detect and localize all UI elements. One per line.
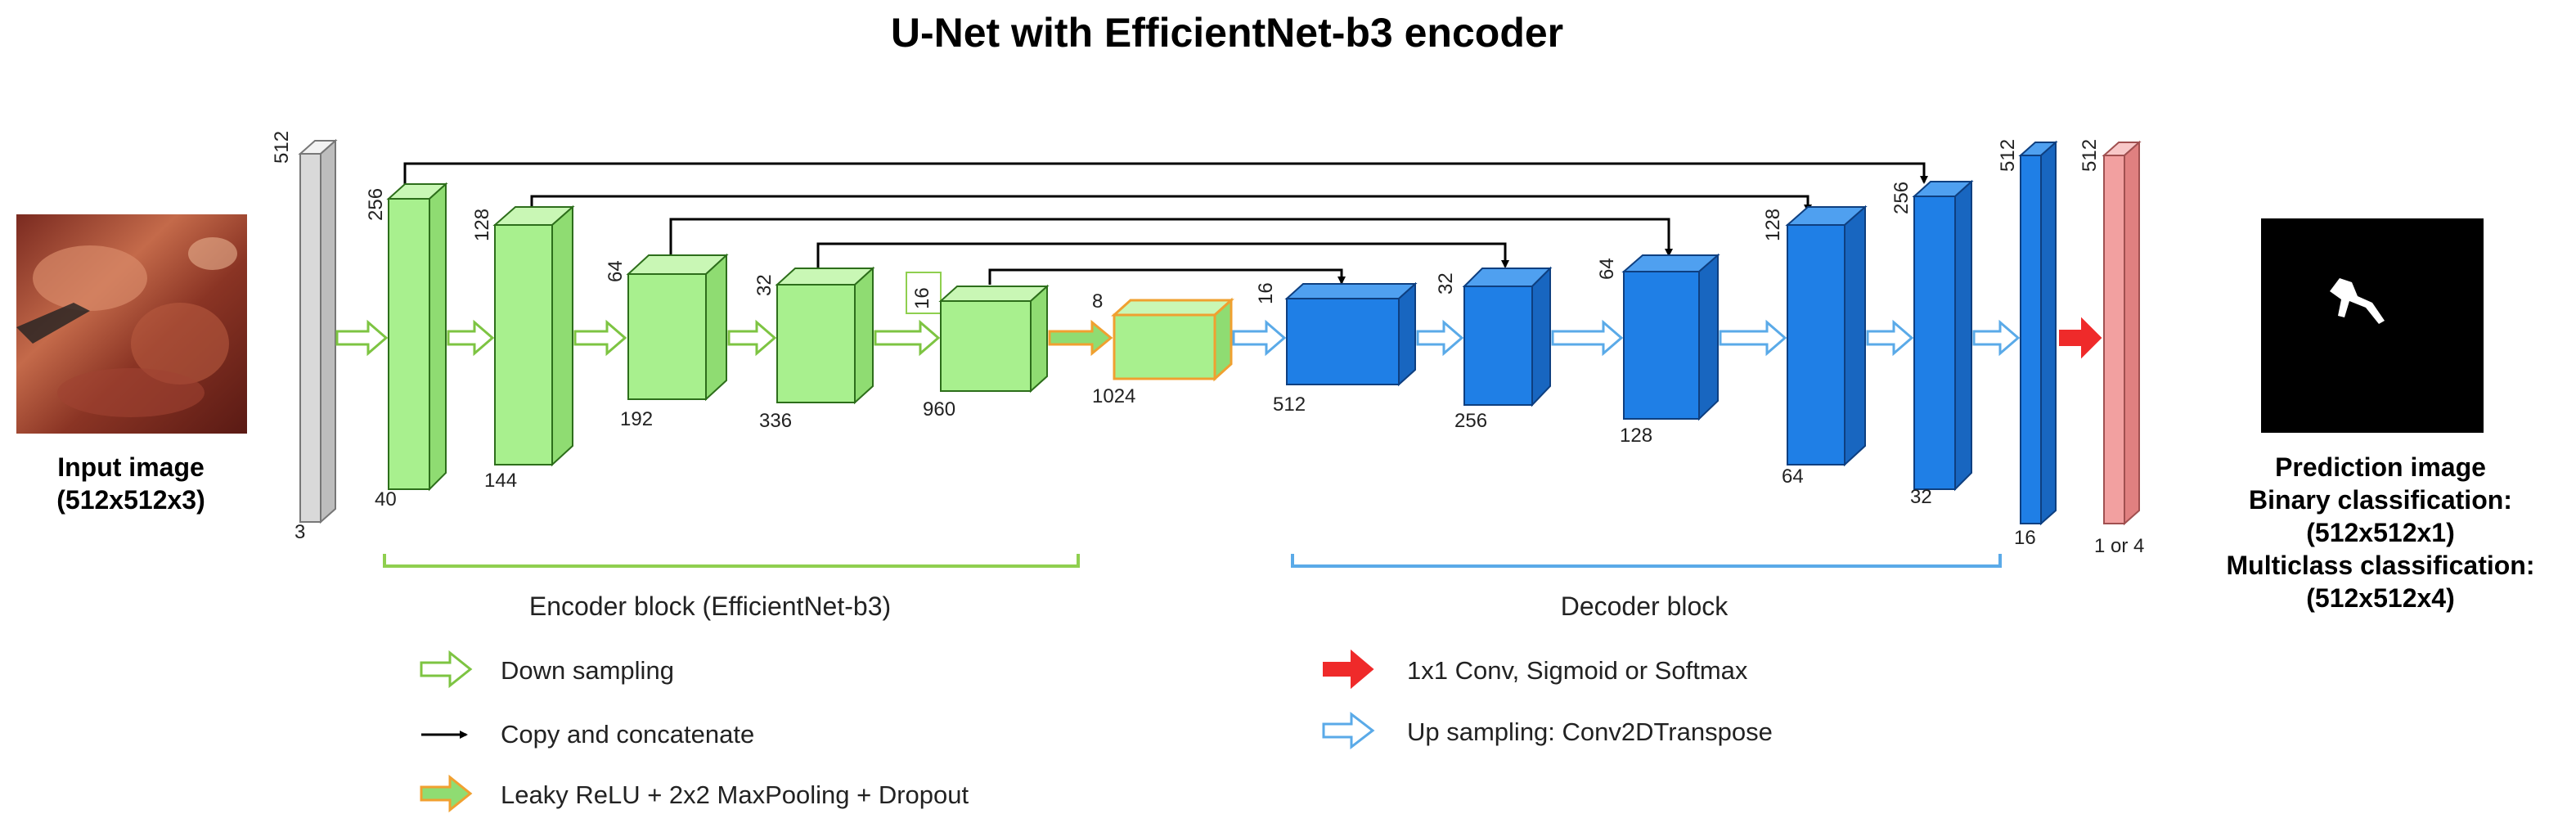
skip-connection-1: [403, 162, 1928, 184]
decoder-1-channels-label: 512: [1273, 394, 1306, 416]
decoder-section-label: Decoder block: [1561, 591, 1729, 621]
encoder-3-channels-label: 192: [620, 408, 653, 430]
legend-conv-icon: [1323, 649, 1374, 690]
decoder-block-3: [1621, 253, 1720, 421]
legend-down-sampling: Down sampling: [501, 656, 674, 685]
input-image: [16, 214, 247, 434]
skip-connection-2: [530, 195, 1812, 213]
legend-leaky-icon: [420, 774, 473, 813]
down-arrow-2: [447, 319, 495, 357]
output-channels-label: 1 or 4: [2094, 535, 2144, 557]
decoder-block-4: [1785, 205, 1868, 467]
encoder-block-1: [386, 182, 448, 492]
prediction-binary-size: (512x512x1): [2306, 518, 2454, 547]
encoder-5-height-label: 16: [911, 287, 933, 309]
prediction-label: Prediction image: [2275, 452, 2486, 482]
legend: Down sampling Copy and concatenate Leaky…: [420, 649, 1773, 813]
down-arrow-3: [573, 319, 627, 357]
decoder-4-height-label: 128: [1762, 209, 1784, 241]
decoder-5-channels-label: 32: [1910, 486, 1932, 508]
encoder-block-5: [906, 272, 1050, 394]
skip-connection-5: [988, 268, 1346, 285]
encoder-1-channels-label: 40: [375, 488, 397, 510]
legend-down-icon: [420, 650, 473, 689]
encoder-4-height-label: 32: [753, 274, 775, 296]
legend-up-icon: [1322, 711, 1375, 750]
down-sampling-arrows: [335, 319, 941, 357]
skip-connections: [403, 162, 1928, 285]
skip-connection-3: [669, 218, 1673, 258]
decoder-2-height-label: 32: [1435, 272, 1457, 295]
decoder-6-channels-label: 16: [2014, 527, 2036, 549]
encoder-2-channels-label: 144: [484, 470, 517, 492]
leaky-relu-arrow: [1048, 319, 1113, 357]
down-arrow-5: [874, 319, 941, 357]
up-arrow-2: [1416, 319, 1464, 357]
decoder-3-height-label: 64: [1596, 258, 1618, 280]
encoder-5-channels-label: 960: [923, 398, 955, 420]
up-arrow-4: [1719, 319, 1787, 357]
decoder-block-1: [1284, 281, 1418, 387]
output-block: [2102, 140, 2142, 526]
encoder-4-channels-label: 336: [759, 410, 792, 432]
up-arrow-3: [1551, 319, 1624, 357]
encoder-2-height-label: 128: [471, 209, 493, 241]
input-image-label: Input image: [57, 452, 205, 482]
up-arrow-1: [1232, 319, 1287, 357]
decoder-6-height-label: 512: [1997, 139, 2019, 172]
up-arrow-5: [1866, 319, 1914, 357]
prediction-multiclass-size: (512x512x4): [2306, 583, 2454, 613]
decoder-block-5: [1912, 179, 1974, 492]
bottleneck-channels-label: 1024: [1092, 385, 1135, 407]
prediction-image: [2261, 218, 2484, 433]
encoder-block-3: [626, 253, 729, 402]
encoder-3-height-label: 64: [605, 260, 627, 282]
up-arrow-6: [1972, 319, 2021, 357]
up-sampling-arrows: [1232, 319, 2021, 357]
encoder-1-height-label: 256: [365, 188, 387, 221]
input-image-size: (512x512x3): [56, 485, 205, 515]
legend-up-sampling: Up sampling: Conv2DTranspose: [1407, 717, 1773, 746]
encoder-section-label: Encoder block (EfficientNet-b3): [529, 591, 891, 621]
decoder-bracket: [1291, 554, 2002, 568]
legend-conv: 1x1 Conv, Sigmoid or Softmax: [1407, 656, 1748, 685]
skip-connection-4: [816, 242, 1509, 270]
prediction-binary-label: Binary classification:: [2249, 485, 2512, 515]
input-block: [298, 138, 338, 524]
input-channels-label: 3: [294, 521, 305, 543]
legend-leaky: Leaky ReLU + 2x2 MaxPooling + Dropout: [501, 780, 969, 809]
decoder-1-height-label: 16: [1255, 282, 1277, 304]
conv-arrow: [2059, 317, 2102, 359]
bottleneck-block: [1111, 297, 1234, 382]
down-arrow-1: [335, 319, 389, 357]
decoder-5-height-label: 256: [1890, 182, 1913, 214]
decoder-3-channels-label: 128: [1620, 425, 1652, 447]
legend-copy-concat: Copy and concatenate: [501, 720, 754, 749]
decoder-2-channels-label: 256: [1454, 410, 1487, 432]
output-height-label: 512: [2079, 139, 2101, 172]
decoder-block-6: [2018, 140, 2058, 526]
prediction-multiclass-label: Multiclass classification:: [2226, 551, 2534, 580]
diagram-title: U-Net with EfficientNet-b3 encoder: [891, 10, 1563, 56]
bottleneck-height-label: 8: [1092, 290, 1103, 313]
encoder-bracket: [383, 554, 1080, 568]
encoder-block-2: [492, 205, 575, 467]
decoder-block-2: [1462, 266, 1553, 407]
decoder-4-channels-label: 64: [1782, 465, 1804, 488]
down-arrow-4: [727, 319, 777, 357]
encoder-block-4: [775, 266, 875, 405]
input-height-label: 512: [271, 131, 293, 164]
